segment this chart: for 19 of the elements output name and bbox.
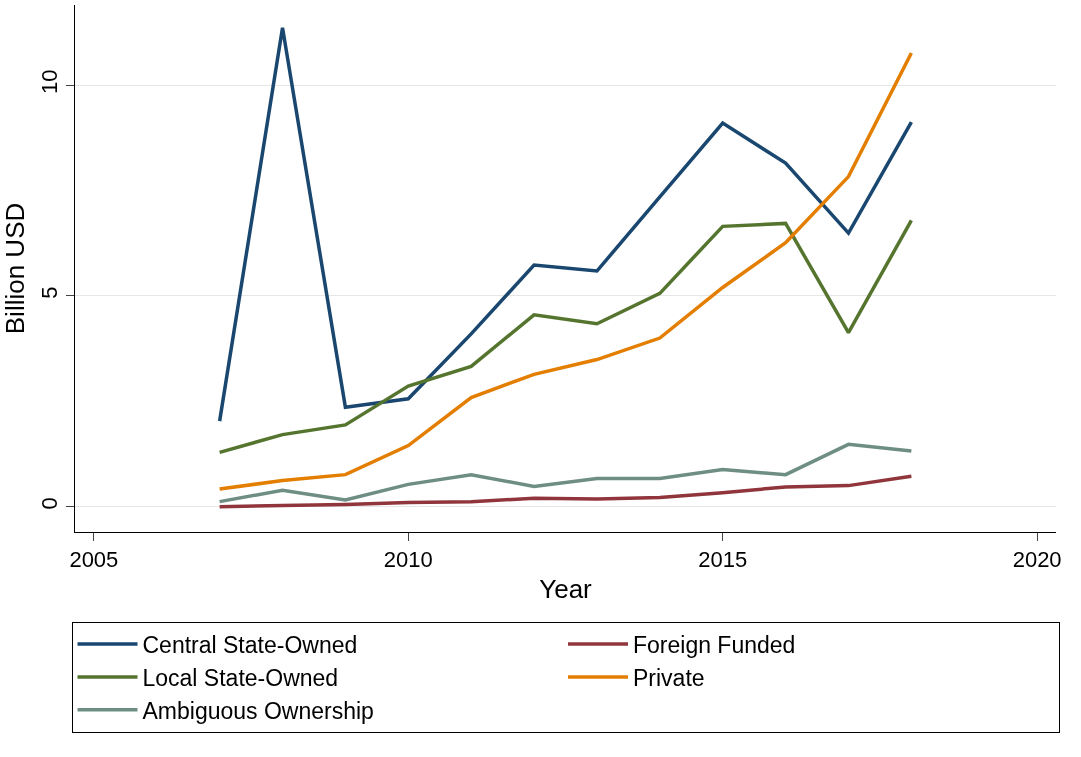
y-axis-title: Billion USD: [0, 202, 30, 335]
line-series: [217, 26, 914, 423]
legend-label: Foreign Funded: [633, 632, 796, 659]
legend-label: Private: [633, 664, 705, 691]
line-series: [217, 474, 914, 509]
legend-label: Central State-Owned: [142, 632, 358, 659]
line-series: [217, 51, 914, 491]
y-tick-label: 5: [37, 286, 63, 299]
x-tick-label: 2005: [69, 547, 119, 573]
legend-label: Ambiguous Ownership: [142, 697, 374, 724]
x-tick-label: 2015: [698, 547, 748, 573]
x-tick-label: 2020: [1012, 547, 1062, 573]
y-tick-label: 10: [37, 69, 63, 95]
line-series: [217, 218, 914, 455]
x-tick-label: 2010: [383, 547, 433, 573]
y-tick-label: 0: [37, 497, 63, 510]
line-series: [217, 442, 914, 504]
x-axis-title: Year: [539, 574, 593, 605]
legend-label: Local State-Owned: [142, 664, 339, 691]
